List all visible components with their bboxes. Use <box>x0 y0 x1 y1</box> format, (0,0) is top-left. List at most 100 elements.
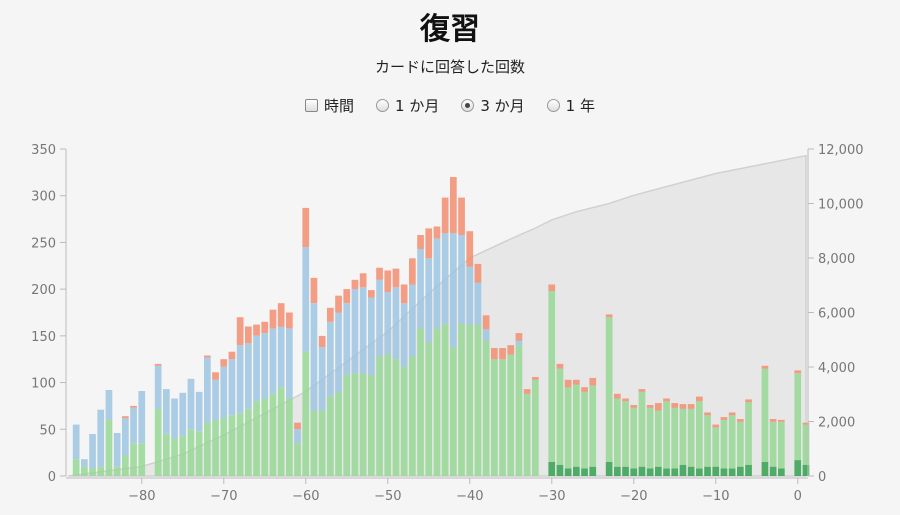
bar-young <box>573 384 580 467</box>
bar-young <box>482 340 490 476</box>
bar-young <box>704 415 711 467</box>
bar-learn <box>179 392 187 436</box>
bar-learn <box>384 291 392 355</box>
bar-young <box>581 391 588 469</box>
bar-day <box>269 309 277 476</box>
bar-learn <box>269 328 277 394</box>
bar-mature <box>589 466 597 476</box>
bar-mature <box>728 468 736 476</box>
bar-young <box>122 455 129 476</box>
bar-relearn <box>269 309 277 329</box>
bar-relearn <box>737 419 744 422</box>
bar-mature <box>704 466 711 476</box>
bar-day <box>236 317 244 476</box>
bar-mature <box>548 462 556 476</box>
bar-relearn <box>515 333 523 341</box>
bar-learn <box>409 284 416 357</box>
bar-relearn <box>778 419 785 422</box>
checkbox-icon[interactable] <box>305 99 319 112</box>
radio-1-year-label: 1 年 <box>565 97 595 115</box>
bar-day <box>409 258 416 476</box>
bar-day <box>195 391 203 476</box>
bar-learn <box>515 340 523 346</box>
bar-young <box>515 345 523 476</box>
bar-young <box>310 410 318 476</box>
bar-day <box>696 396 703 476</box>
radio-icon[interactable] <box>376 99 390 112</box>
radio-1-year[interactable]: 1 年 <box>546 95 595 116</box>
bar-mature <box>745 464 752 476</box>
bar-learn <box>359 287 367 374</box>
bar-young <box>269 393 277 476</box>
bar-relearn <box>245 326 252 344</box>
bar-day <box>294 422 301 476</box>
bar-day <box>769 419 777 476</box>
bar-relearn <box>728 412 736 416</box>
bar-day <box>417 235 424 476</box>
y-left-tick-label: 150 <box>31 330 56 345</box>
bar-relearn <box>474 263 482 283</box>
bar-relearn <box>671 403 679 408</box>
bar-relearn <box>679 404 687 409</box>
radio-3-months[interactable]: 3 か月 <box>461 95 525 116</box>
bar-learn <box>400 303 408 367</box>
radio-icon[interactable] <box>546 99 560 112</box>
bar-young <box>376 356 383 476</box>
bar-young <box>195 431 203 476</box>
bar-young <box>392 359 400 476</box>
bar-day <box>655 403 662 476</box>
bar-relearn <box>384 270 392 292</box>
radio-1-month[interactable]: 1 か月 <box>376 95 439 116</box>
bar-mature <box>663 468 670 476</box>
bar-relearn <box>310 277 318 304</box>
bar-mature <box>671 468 679 476</box>
bar-relearn <box>253 324 260 336</box>
bar-young <box>433 328 441 476</box>
bar-day <box>154 363 162 476</box>
bar-young <box>802 424 810 465</box>
bar-young <box>417 328 424 476</box>
bar-day <box>482 315 490 476</box>
bar-day <box>638 389 646 476</box>
bar-day <box>245 326 252 476</box>
bar-relearn <box>458 197 465 235</box>
y-right-tick-label: 8,000 <box>818 252 855 267</box>
bar-day <box>630 405 638 476</box>
bar-learn <box>130 407 137 444</box>
bar-day <box>450 177 457 476</box>
bar-day <box>499 348 506 476</box>
bar-relearn <box>491 348 498 360</box>
bar-young <box>466 324 474 476</box>
bar-relearn <box>294 422 301 430</box>
bar-young <box>204 422 211 476</box>
bar-young <box>72 459 80 476</box>
bar-young <box>720 419 728 469</box>
bar-young <box>220 418 228 476</box>
bar-learn <box>302 247 310 352</box>
bar-relearn <box>417 235 424 249</box>
bar-learn <box>154 365 162 409</box>
bar-learn <box>327 321 334 397</box>
bar-day <box>376 267 383 476</box>
time-toggle[interactable]: 時間 <box>305 95 354 116</box>
bar-learn <box>195 391 203 432</box>
radio-selected-icon[interactable] <box>461 99 475 112</box>
bar-young <box>646 407 654 469</box>
bar-day <box>532 377 539 476</box>
bar-day <box>761 365 769 476</box>
bar-mature <box>802 464 810 476</box>
bar-relearn <box>556 363 564 369</box>
bar-relearn <box>581 387 588 392</box>
bar-relearn <box>573 379 580 385</box>
bar-young <box>737 421 744 467</box>
bar-learn <box>163 389 170 434</box>
bar-mature <box>712 466 720 476</box>
bar-mature <box>655 466 662 476</box>
bar-learn <box>310 303 318 411</box>
bar-learn <box>466 266 474 325</box>
chart-subtitle: カードに回答した回数 <box>374 58 525 76</box>
radio-3-months-label: 3 か月 <box>480 97 525 115</box>
bar-young <box>212 419 219 476</box>
bar-day <box>253 324 260 476</box>
bar-young <box>277 387 285 476</box>
